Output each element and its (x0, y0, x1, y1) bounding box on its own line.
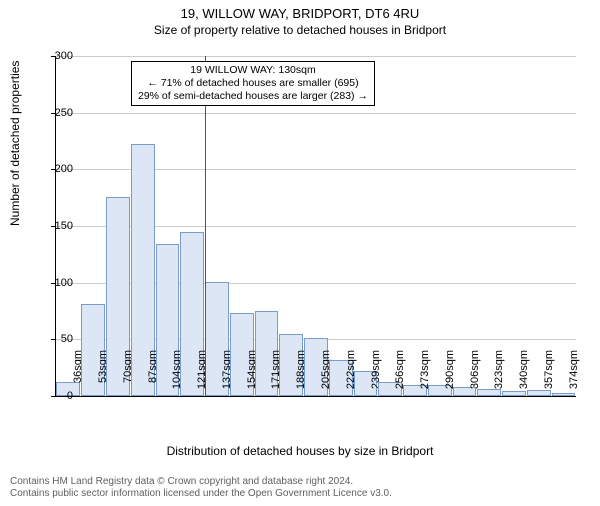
ytick-label: 100 (43, 277, 73, 289)
ytick-label: 250 (43, 107, 73, 119)
chart-area: 36sqm53sqm70sqm87sqm104sqm121sqm137sqm15… (55, 56, 575, 396)
ytick-label: 0 (43, 390, 73, 402)
callout-line2: ← 71% of detached houses are smaller (69… (138, 77, 368, 90)
callout-line1: 19 WILLOW WAY: 130sqm (138, 64, 368, 77)
gridline (56, 56, 576, 57)
callout-line3: 29% of semi-detached houses are larger (… (138, 90, 368, 103)
chart-container: 19, WILLOW WAY, BRIDPORT, DT6 4RU Size o… (0, 6, 600, 506)
footer-line2: Contains public sector information licen… (10, 488, 392, 500)
footer-line1: Contains HM Land Registry data © Crown c… (10, 476, 392, 488)
footer-attribution: Contains HM Land Registry data © Crown c… (10, 476, 392, 500)
reference-line (205, 56, 206, 396)
y-axis-label: Number of detached properties (8, 61, 22, 226)
page-title: 19, WILLOW WAY, BRIDPORT, DT6 4RU (0, 6, 600, 21)
plot-region: 36sqm53sqm70sqm87sqm104sqm121sqm137sqm15… (55, 56, 576, 397)
ytick-label: 300 (43, 50, 73, 62)
ytick-label: 200 (43, 163, 73, 175)
callout-box: 19 WILLOW WAY: 130sqm← 71% of detached h… (131, 61, 375, 106)
xtick-label: 374sqm (568, 350, 580, 400)
ytick-label: 50 (43, 333, 73, 345)
gridline (56, 113, 576, 114)
x-axis-label: Distribution of detached houses by size … (0, 444, 600, 458)
page-subtitle: Size of property relative to detached ho… (0, 23, 600, 37)
ytick-label: 150 (43, 220, 73, 232)
